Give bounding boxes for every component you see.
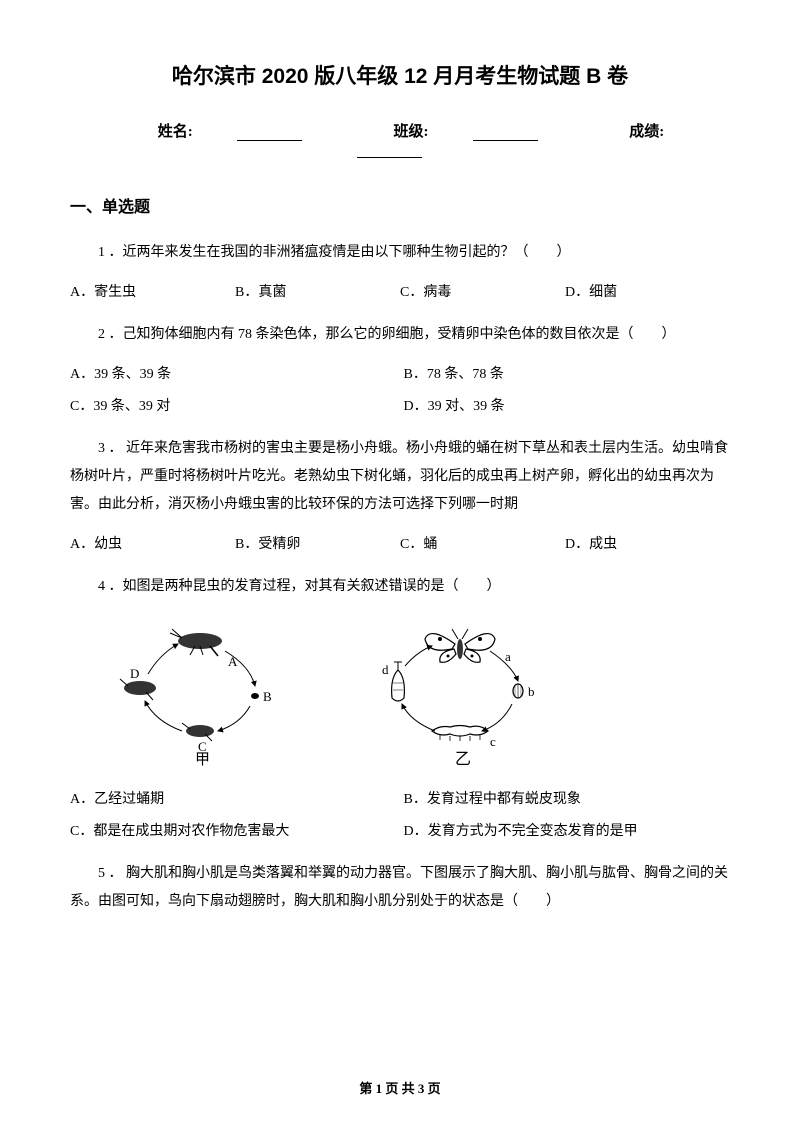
q2-option-b: B．78 条、78 条 <box>404 367 504 382</box>
q2-option-d: D．39 对、39 条 <box>404 399 505 414</box>
diagram-yi: a b c d <box>360 616 560 766</box>
diagram-yi-label: 乙 <box>455 751 471 766</box>
q4-options-row2: C．都是在成虫期对农作物危害最大 D．发育方式为不完全变态发育的是甲 <box>70 818 730 846</box>
diagram-jia-label: 甲 <box>195 752 210 766</box>
q3-option-b: B．受精卵 <box>235 531 400 559</box>
q2-options-row2: C．39 条、39 对 D．39 对、39 条 <box>70 393 730 421</box>
q4-options-row1: A．乙经过蛹期 B．发育过程中都有蜕皮现象 <box>70 786 730 814</box>
question-4: 4 ．如图是两种昆虫的发育过程，对其有关叙述错误的是（ ） <box>70 573 730 601</box>
q4-option-b: B．发育过程中都有蜕皮现象 <box>404 792 581 807</box>
label-a2: a <box>505 649 511 664</box>
question-1: 1 ．近两年来发生在我国的非洲猪瘟疫情是由以下哪种生物引起的？（ ） <box>70 239 730 267</box>
q2-option-a: A．39 条、39 条 <box>70 361 400 389</box>
label-b2: b <box>528 684 535 699</box>
score-blank[interactable] <box>357 142 422 158</box>
q3-option-a: A．幼虫 <box>70 531 235 559</box>
student-info-row: 姓名: 班级: 成绩: <box>70 120 730 158</box>
question-2: 2 ．己知狗体细胞内有 78 条染色体，那么它的卵细胞，受精卵中染色体的数目依次… <box>70 321 730 349</box>
label-d: D <box>130 666 139 681</box>
q3-option-c: C．蛹 <box>400 531 565 559</box>
q4-option-d: D．发育方式为不完全变态发育的是甲 <box>404 824 638 839</box>
label-c2: c <box>490 734 496 749</box>
q4-option-a: A．乙经过蛹期 <box>70 786 400 814</box>
q1-option-b: B．真菌 <box>235 279 400 307</box>
q2-options-row1: A．39 条、39 条 B．78 条、78 条 <box>70 361 730 389</box>
q1-option-c: C．病毒 <box>400 279 565 307</box>
diagram-jia: A B C D 甲 <box>100 616 300 766</box>
class-blank[interactable] <box>473 125 538 141</box>
score-label: 成绩: <box>629 124 664 140</box>
name-label: 姓名: <box>158 124 193 140</box>
name-blank[interactable] <box>237 125 302 141</box>
page-footer: 第 1 页 共 3 页 <box>0 1078 800 1097</box>
q2-option-c: C．39 条、39 对 <box>70 393 400 421</box>
section-header: 一、单选题 <box>70 193 730 217</box>
question-3: 3 ． 近年来危害我市杨树的害虫主要是杨小舟蛾。杨小舟蛾的蛹在树下草丛和表土层内… <box>70 435 730 519</box>
q4-option-c: C．都是在成虫期对农作物危害最大 <box>70 818 400 846</box>
q1-option-a: A．寄生虫 <box>70 279 235 307</box>
q3-option-d: D．成虫 <box>565 531 730 559</box>
diagrams: A B C D 甲 <box>100 616 730 766</box>
label-d2: d <box>382 662 389 677</box>
q1-options: A．寄生虫 B．真菌 C．病毒 D．细菌 <box>70 279 730 307</box>
question-5: 5 ． 胸大肌和胸小肌是鸟类落翼和举翼的动力器官。下图展示了胸大肌、胸小肌与肱骨… <box>70 860 730 916</box>
label-b: B <box>263 689 272 704</box>
page-title: 哈尔滨市 2020 版八年级 12 月月考生物试题 B 卷 <box>70 60 730 90</box>
class-label: 班级: <box>394 124 429 140</box>
q3-options: A．幼虫 B．受精卵 C．蛹 D．成虫 <box>70 531 730 559</box>
q1-option-d: D．细菌 <box>565 279 730 307</box>
